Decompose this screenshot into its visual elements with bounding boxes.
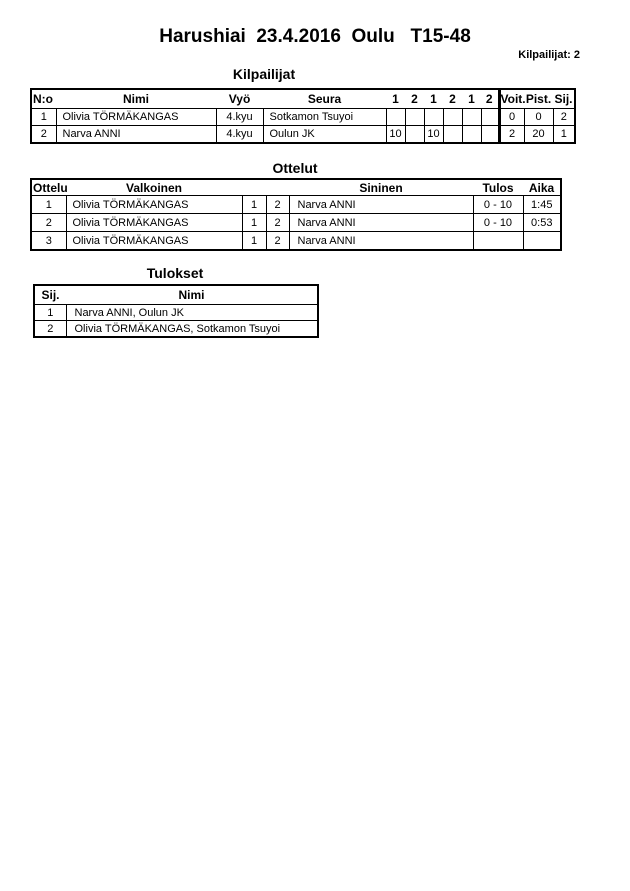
header-time: Aika <box>523 179 561 196</box>
result-row: 1 Narva ANNI, Oulun JK <box>33 304 319 321</box>
score-cell <box>442 125 463 144</box>
match-row: 2 Olivia TÖRMÄKANGAS 1 2 Narva ANNI 0 - … <box>30 213 562 232</box>
score-cell <box>480 108 500 126</box>
results-header-row: Sij. Nimi <box>34 285 318 305</box>
match-number: 2 <box>30 213 67 232</box>
competitor-belt: 4.kyu <box>215 108 264 126</box>
header-spacer <box>242 179 266 196</box>
time-cell: 1:45 <box>522 195 562 214</box>
header-name: Nimi <box>56 89 216 109</box>
result-place: 1 <box>33 304 67 321</box>
competitor-club: Sotkamon Tsuyoi <box>262 108 387 126</box>
results-section-title: Tulokset <box>146 265 204 281</box>
competitor-name: Olivia TÖRMÄKANGAS <box>55 108 217 126</box>
score-cell <box>461 125 482 144</box>
white-competitor: Olivia TÖRMÄKANGAS <box>65 231 243 251</box>
header-place: Sij. <box>34 285 66 305</box>
result-cell: 0 - 10 <box>472 213 524 232</box>
matches-table: Ottelu Valkoinen Sininen Tulos Aika 1 Ol… <box>30 178 562 251</box>
matches-section-title: Ottelut <box>272 160 318 176</box>
match-row: 3 Olivia TÖRMÄKANGAS 1 2 Narva ANNI <box>30 231 562 251</box>
match-number: 3 <box>30 231 67 251</box>
competitor-club: Oulun JK <box>262 125 387 144</box>
match-row: 1 Olivia TÖRMÄKANGAS 1 2 Narva ANNI 0 - … <box>30 195 562 214</box>
header-blue: Sininen <box>289 179 473 196</box>
header-score-1: 1 <box>386 89 405 109</box>
result-row: 2 Olivia TÖRMÄKANGAS, Sotkamon Tsuyoi <box>33 320 319 338</box>
blue-competitor: Narva ANNI <box>288 213 474 232</box>
wins-cell: 0 <box>497 108 525 126</box>
result-name: Olivia TÖRMÄKANGAS, Sotkamon Tsuyoi <box>65 320 319 338</box>
result-cell <box>472 231 524 251</box>
result-place: 2 <box>33 320 67 338</box>
place-cell: 2 <box>552 108 576 126</box>
blue-number: 2 <box>265 231 290 251</box>
header-white: Valkoinen <box>66 179 242 196</box>
white-number: 1 <box>241 195 267 214</box>
time-cell: 0:53 <box>522 213 562 232</box>
competitor-number: 1 <box>30 108 57 126</box>
points-cell: 20 <box>523 125 554 144</box>
score-cell <box>461 108 482 126</box>
matches-header-row: Ottelu Valkoinen Sininen Tulos Aika <box>31 179 561 196</box>
results-table: Sij. Nimi 1 Narva ANNI, Oulun JK 2 Olivi… <box>33 284 319 338</box>
blue-competitor: Narva ANNI <box>288 195 474 214</box>
competitors-count-label: Kilpailijat: 2 <box>518 49 580 61</box>
white-competitor: Olivia TÖRMÄKANGAS <box>65 213 243 232</box>
score-cell: 10 <box>423 125 444 144</box>
header-score-3: 1 <box>424 89 443 109</box>
white-number: 1 <box>241 231 267 251</box>
header-score-5: 1 <box>462 89 481 109</box>
page-title: Harushiai 23.4.2016 Oulu T15-48 <box>159 26 471 47</box>
score-cell: 10 <box>385 125 406 144</box>
header-number: N:o <box>31 89 56 109</box>
score-cell <box>442 108 463 126</box>
score-cell <box>480 125 500 144</box>
result-cell: 0 - 10 <box>472 195 524 214</box>
header-name: Nimi <box>66 285 318 305</box>
competitors-table: N:o Nimi Vyö Seura 1 2 1 2 1 2 Voit. Pis… <box>30 88 576 144</box>
score-cell <box>404 108 425 126</box>
competitor-row: 1 Olivia TÖRMÄKANGAS 4.kyu Sotkamon Tsuy… <box>30 108 576 126</box>
header-wins: Voit. <box>497 89 526 109</box>
competitors-section-title: Kilpailijat <box>232 66 296 82</box>
white-competitor: Olivia TÖRMÄKANGAS <box>65 195 243 214</box>
place-cell: 1 <box>552 125 576 144</box>
header-place: Sij. <box>553 89 575 109</box>
white-number: 1 <box>241 213 267 232</box>
header-score-4: 2 <box>443 89 462 109</box>
points-cell: 0 <box>523 108 554 126</box>
header-result: Tulos <box>473 179 523 196</box>
header-points: Pist. <box>524 89 553 109</box>
competitor-row: 2 Narva ANNI 4.kyu Oulun JK 10 10 2 20 1 <box>30 125 576 144</box>
competitor-name: Narva ANNI <box>55 125 217 144</box>
blue-competitor: Narva ANNI <box>288 231 474 251</box>
blue-number: 2 <box>265 213 290 232</box>
header-score-2: 2 <box>405 89 424 109</box>
match-number: 1 <box>30 195 67 214</box>
wins-cell: 2 <box>497 125 525 144</box>
competitors-header-row: N:o Nimi Vyö Seura 1 2 1 2 1 2 Voit. Pis… <box>31 89 575 109</box>
header-spacer <box>266 179 289 196</box>
header-club: Seura <box>263 89 386 109</box>
header-score-6: 2 <box>481 89 499 109</box>
result-name: Narva ANNI, Oulun JK <box>65 304 319 321</box>
competitor-belt: 4.kyu <box>215 125 264 144</box>
score-cell <box>423 108 444 126</box>
score-cell <box>385 108 406 126</box>
header-belt: Vyö <box>216 89 263 109</box>
header-match: Ottelu <box>31 179 68 196</box>
blue-number: 2 <box>265 195 290 214</box>
time-cell <box>522 231 562 251</box>
score-cell <box>404 125 425 144</box>
competitor-number: 2 <box>30 125 57 144</box>
